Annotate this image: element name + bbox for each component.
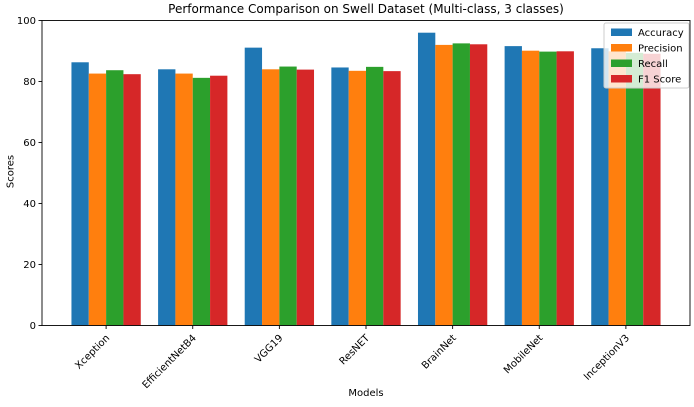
bar-resnet-recall bbox=[366, 66, 384, 326]
y-tick-label: 60 bbox=[23, 138, 36, 149]
legend-swatch-f1-score bbox=[611, 75, 632, 83]
bar-vgg19-accuracy bbox=[244, 47, 263, 326]
legend-label-recall: Recall bbox=[638, 59, 668, 70]
bar-xception-f1-score bbox=[123, 74, 141, 326]
x-tick-label: ResNET bbox=[338, 332, 373, 367]
legend-swatch-recall bbox=[611, 59, 632, 67]
bar-xception-accuracy bbox=[71, 62, 89, 326]
legend-item-precision: Precision bbox=[611, 44, 683, 55]
bar-inceptionv3-precision bbox=[608, 51, 626, 326]
bar-vgg19-f1-score bbox=[296, 69, 315, 326]
bar-resnet-precision bbox=[348, 70, 366, 326]
y-tick-label: 20 bbox=[23, 260, 36, 271]
legend-item-recall: Recall bbox=[611, 59, 668, 70]
y-tick-label: 0 bbox=[30, 321, 36, 332]
bar-brainnet-recall bbox=[452, 43, 470, 326]
y-tick-label: 80 bbox=[23, 77, 36, 88]
bar-inceptionv3-f1-score bbox=[643, 53, 661, 326]
legend-label-f1-score: F1 Score bbox=[638, 75, 681, 86]
x-axis-label: Models bbox=[348, 388, 384, 399]
y-tick-label: 40 bbox=[23, 199, 36, 210]
bar-efficientnetb4-f1-score bbox=[210, 75, 228, 326]
legend-item-f1-score: F1 Score bbox=[611, 75, 681, 86]
legend-swatch-precision bbox=[611, 44, 632, 52]
x-tick-label: BrainNet bbox=[420, 333, 459, 372]
bar-mobilenet-f1-score bbox=[556, 51, 574, 326]
y-axis-label: Scores bbox=[5, 154, 17, 189]
legend-label-precision: Precision bbox=[638, 44, 683, 55]
bar-xception-recall bbox=[106, 70, 124, 326]
x-tick-label: EfficientNetB4 bbox=[141, 333, 199, 391]
legend-item-accuracy: Accuracy bbox=[611, 28, 684, 39]
legend-box bbox=[603, 22, 690, 89]
legend-label-accuracy: Accuracy bbox=[638, 28, 684, 39]
bar-vgg19-recall bbox=[279, 66, 297, 326]
bar-mobilenet-accuracy bbox=[504, 46, 522, 326]
bar-brainnet-precision bbox=[435, 44, 453, 326]
x-tick-label: InceptionV3 bbox=[582, 333, 632, 383]
y-tick-label: 100 bbox=[17, 16, 36, 27]
bar-vgg19-precision bbox=[262, 69, 280, 326]
bar-inceptionv3-recall bbox=[625, 52, 644, 326]
legend-swatch-accuracy bbox=[611, 28, 632, 36]
bar-efficientnetb4-recall bbox=[192, 77, 211, 326]
bar-resnet-accuracy bbox=[331, 67, 349, 326]
bar-mobilenet-precision bbox=[521, 50, 540, 326]
x-tick-label: MobileNet bbox=[502, 333, 545, 376]
bar-xception-precision bbox=[88, 73, 107, 326]
bar-resnet-f1-score bbox=[383, 71, 401, 326]
bar-efficientnetb4-accuracy bbox=[158, 69, 176, 326]
bar-inceptionv3-accuracy bbox=[591, 48, 609, 326]
x-tick-label: Xception bbox=[73, 333, 112, 372]
chart-title: Performance Comparison on Swell Dataset … bbox=[168, 2, 564, 16]
bar-brainnet-accuracy bbox=[417, 32, 436, 326]
x-tick-label: VGG19 bbox=[253, 333, 286, 366]
bar-mobilenet-recall bbox=[539, 51, 557, 326]
bar-efficientnetb4-precision bbox=[175, 73, 193, 326]
bar-brainnet-f1-score bbox=[469, 44, 488, 326]
